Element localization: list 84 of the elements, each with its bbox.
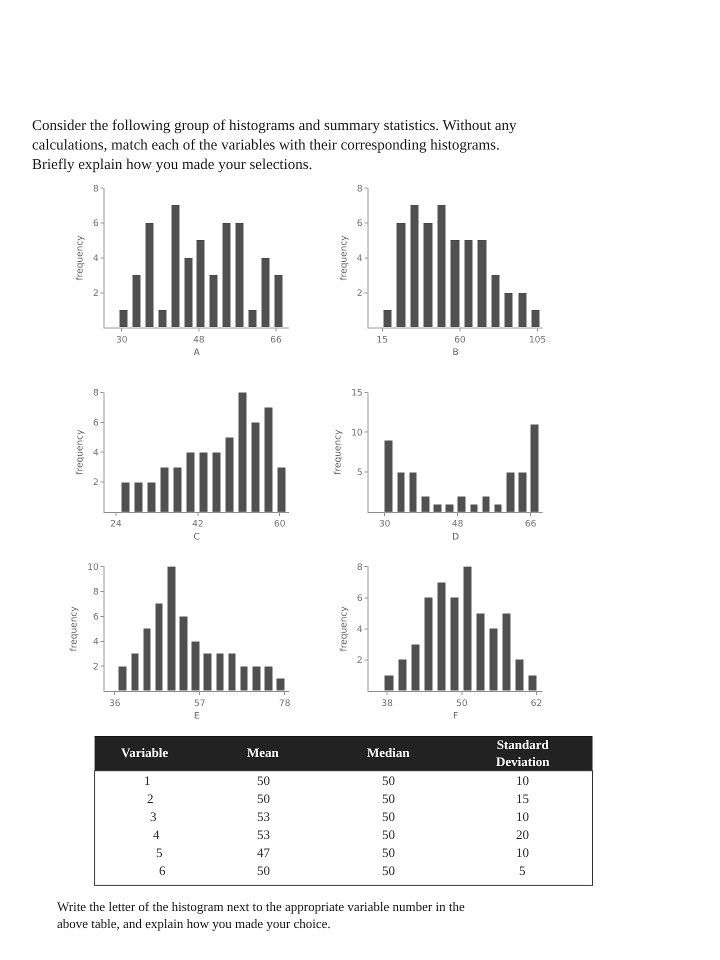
text: Write the letter of the histogram next to the appropriate variable number in the above table, and explain how you made your choice. xyxy=(57,899,465,931)
y-tick-label: 2 xyxy=(356,656,363,666)
y-tick-label: 5 xyxy=(356,468,363,478)
y-tick-label: 4 xyxy=(356,625,363,636)
text: 50 xyxy=(382,827,395,842)
text: 10 xyxy=(516,773,529,788)
x-tick-label: 50 xyxy=(456,698,468,709)
text: 50 xyxy=(257,773,270,788)
x-tick-label: 66 xyxy=(524,520,537,530)
y-tick-label: 6 xyxy=(93,219,100,230)
text: 10 xyxy=(516,845,529,860)
text: 50 xyxy=(382,863,395,878)
y-axis-title: frequency xyxy=(334,428,344,475)
text: Standard Deviation xyxy=(496,737,550,769)
y-axis-title: frequency xyxy=(75,234,86,281)
text: 4 xyxy=(153,827,160,842)
y-tick-label: 6 xyxy=(356,219,363,230)
x-tick-label: 36 xyxy=(108,698,121,709)
x-tick-label: 60 xyxy=(274,520,286,530)
y-tick-label: 4 xyxy=(93,448,100,458)
text: 10 xyxy=(516,809,529,824)
y-tick-label: 4 xyxy=(93,254,100,264)
x-axis-title: F xyxy=(453,712,458,722)
x-tick-label: 30 xyxy=(378,520,391,530)
x-tick-label: 62 xyxy=(530,698,542,709)
y-tick-label: 8 xyxy=(356,562,363,573)
x-tick-label: 24 xyxy=(110,520,122,530)
y-tick-label: 8 xyxy=(93,184,100,194)
y-tick-label: 2 xyxy=(93,662,99,672)
y-tick-label: 2 xyxy=(93,288,99,299)
y-axis-title: frequency xyxy=(339,234,350,281)
text: Variable xyxy=(121,745,168,760)
y-tick-label: 15 xyxy=(351,388,363,399)
text: 20 xyxy=(516,827,529,842)
x-axis-title: B xyxy=(452,348,459,358)
text: 2 xyxy=(147,791,154,806)
y-axis-title: frequency xyxy=(75,428,86,475)
y-tick-label: 4 xyxy=(356,254,363,264)
text: 53 xyxy=(257,809,270,824)
text: 50 xyxy=(257,791,270,806)
x-tick-label: 60 xyxy=(454,335,466,346)
x-tick-label: 66 xyxy=(270,335,282,346)
x-tick-label: 42 xyxy=(192,520,204,530)
text: 6 xyxy=(159,863,166,878)
x-axis-title: E xyxy=(194,712,200,722)
y-tick-label: 8 xyxy=(93,388,100,399)
x-axis-title: A xyxy=(194,348,201,358)
y-tick-label: 8 xyxy=(93,588,100,598)
y-tick-label: 6 xyxy=(93,612,100,623)
y-tick-label: 2 xyxy=(356,288,363,299)
y-axis-title: frequency xyxy=(339,606,350,652)
y-tick-label: 6 xyxy=(356,594,363,604)
text: 15 xyxy=(516,791,529,806)
x-axis-title: D xyxy=(452,532,460,542)
text: 5 xyxy=(156,845,162,860)
x-tick-label: 38 xyxy=(381,698,394,709)
y-tick-label: 8 xyxy=(356,184,363,194)
y-tick-label: 4 xyxy=(93,637,100,648)
text: Mean xyxy=(247,745,280,760)
y-tick-label: 2 xyxy=(93,478,99,488)
x-tick-label: 105 xyxy=(528,335,546,346)
y-tick-label: 10 xyxy=(351,428,363,438)
text: 50 xyxy=(382,791,395,806)
text: 50 xyxy=(382,773,395,788)
x-tick-label: 15 xyxy=(376,335,388,346)
text: 53 xyxy=(257,827,270,842)
text: Median xyxy=(367,745,410,760)
x-tick-label: 30 xyxy=(116,335,128,346)
x-tick-label: 57 xyxy=(194,698,206,709)
text: 50 xyxy=(257,863,270,878)
text: 50 xyxy=(382,845,395,860)
text: 5 xyxy=(519,863,526,878)
x-axis-title: C xyxy=(194,532,200,542)
text: 3 xyxy=(150,809,156,824)
text: Consider the following group of histograms and summary statistics. Without any calculations, match each of the variables with their corresponding histograms. Briefly explain how you made your selections. xyxy=(32,118,517,173)
y-axis-title: frequency xyxy=(70,606,80,652)
y-tick-label: 6 xyxy=(93,418,100,428)
x-tick-label: 48 xyxy=(193,335,205,346)
text: 47 xyxy=(257,845,270,860)
text: 1 xyxy=(144,773,150,788)
y-tick-label: 10 xyxy=(87,562,100,573)
x-tick-label: 48 xyxy=(452,520,464,530)
text: 50 xyxy=(382,809,395,824)
x-tick-label: 78 xyxy=(279,698,291,709)
